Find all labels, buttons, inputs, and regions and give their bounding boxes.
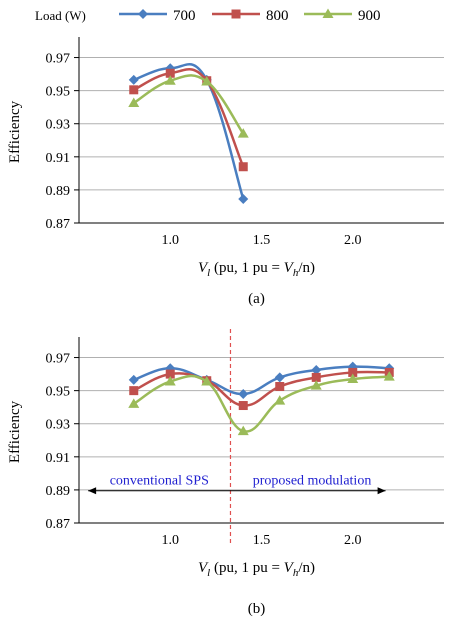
data-point-800 — [238, 401, 248, 411]
data-point-800 — [129, 85, 139, 95]
x-axis-label-part: /n) — [298, 560, 315, 576]
y-tick-label: 0.97 — [46, 352, 71, 367]
x-tick-label: 1.0 — [162, 533, 180, 548]
x-axis-label-part: V — [198, 560, 209, 576]
y-tick-label: 0.93 — [46, 118, 71, 133]
data-point-700 — [238, 388, 249, 399]
y-tick-label: 0.95 — [46, 385, 71, 400]
data-point-900 — [383, 371, 395, 381]
x-axis-label-part: V — [284, 260, 295, 276]
data-point-900 — [347, 373, 359, 384]
x-axis-label-part: (pu, 1 pu = — [210, 260, 283, 276]
panel-caption: (a) — [248, 291, 265, 307]
data-point-800 — [129, 386, 139, 396]
legend-label-800: 800 — [266, 8, 289, 24]
y-tick-label: 0.97 — [46, 52, 71, 67]
data-point-800 — [238, 162, 248, 172]
data-point-900 — [237, 425, 249, 436]
y-tick-label: 0.91 — [46, 451, 71, 466]
series-line-800 — [133, 68, 245, 168]
y-tick-label: 0.87 — [46, 517, 71, 532]
data-point-900 — [201, 76, 213, 86]
panel-caption: (b) — [248, 601, 266, 617]
x-tick-label: 2.0 — [344, 233, 362, 248]
series-line-900 — [133, 74, 245, 135]
data-point-900 — [310, 380, 322, 390]
x-axis-label-part: h — [293, 567, 299, 579]
legend-label-700: 700 — [173, 8, 196, 24]
data-point-900 — [128, 97, 140, 108]
annotation-arrowhead-left — [88, 487, 97, 495]
chart-panel-a: 0.87 0.89 0.91 0.93 0.95 0.97 1.0 1.5 2.0 Efficie… — [7, 37, 444, 307]
legend: Load (W) 700 800 900 — [35, 8, 381, 24]
x-tick-label: 2.0 — [344, 533, 362, 548]
legend-title: Load (W) — [35, 8, 86, 23]
y-tick-label: 0.95 — [46, 85, 71, 100]
x-axis-label-part: h — [293, 267, 299, 279]
data-point-900 — [201, 376, 213, 386]
x-axis-label-part: l — [207, 567, 210, 579]
x-axis-label-part: /n) — [298, 260, 315, 276]
data-point-900 — [164, 376, 176, 386]
x-axis-label-part: V — [284, 560, 295, 576]
y-axis-label: Efficiency — [7, 100, 23, 163]
data-point-800 — [165, 68, 175, 78]
x-tick-label: 1.5 — [253, 233, 271, 248]
data-point-700 — [128, 374, 139, 385]
y-axis-label: Efficiency — [7, 400, 23, 463]
legend-marker-700 — [138, 9, 148, 19]
y-tick-label: 0.93 — [46, 418, 71, 433]
x-axis-label-part: (pu, 1 pu = — [210, 560, 283, 576]
series-line-900 — [133, 374, 390, 433]
data-point-700 — [128, 74, 139, 85]
annotation-arrowhead-right — [377, 487, 386, 495]
data-point-800 — [165, 369, 175, 379]
data-point-700 — [238, 194, 249, 205]
y-tick-label: 0.91 — [46, 151, 71, 166]
x-axis-label: Vl (pu, 1 pu = Vh/n) — [198, 260, 315, 279]
data-point-800 — [311, 372, 321, 382]
chart-panel-b: 0.87 0.89 0.91 0.93 0.95 0.97 1.0 1.5 2.0 Efficie… — [7, 329, 444, 617]
data-point-900 — [128, 398, 140, 408]
legend-marker-900 — [322, 8, 334, 18]
data-point-900 — [237, 128, 249, 138]
legend-label-900: 900 — [358, 8, 381, 24]
y-tick-label: 0.89 — [46, 184, 71, 199]
y-tick-label: 0.89 — [46, 484, 71, 499]
legend-marker-800 — [231, 9, 241, 19]
data-point-800 — [348, 367, 358, 377]
data-point-900 — [164, 75, 176, 85]
y-tick-label: 0.87 — [46, 217, 71, 232]
data-point-700 — [311, 364, 322, 375]
x-tick-label: 1.5 — [253, 533, 271, 548]
x-axis-label-part: l — [207, 267, 210, 279]
data-point-700 — [274, 372, 285, 383]
x-axis-label: Vl (pu, 1 pu = Vh/n) — [198, 560, 315, 579]
annotation-left-text: conventional SPS — [110, 474, 209, 489]
series-line-700 — [133, 63, 245, 200]
annotation-right-text: proposed modulation — [253, 474, 372, 489]
x-axis-label-part: V — [198, 260, 209, 276]
data-point-800 — [275, 382, 285, 391]
x-tick-label: 1.0 — [162, 233, 180, 248]
data-point-900 — [274, 395, 286, 405]
